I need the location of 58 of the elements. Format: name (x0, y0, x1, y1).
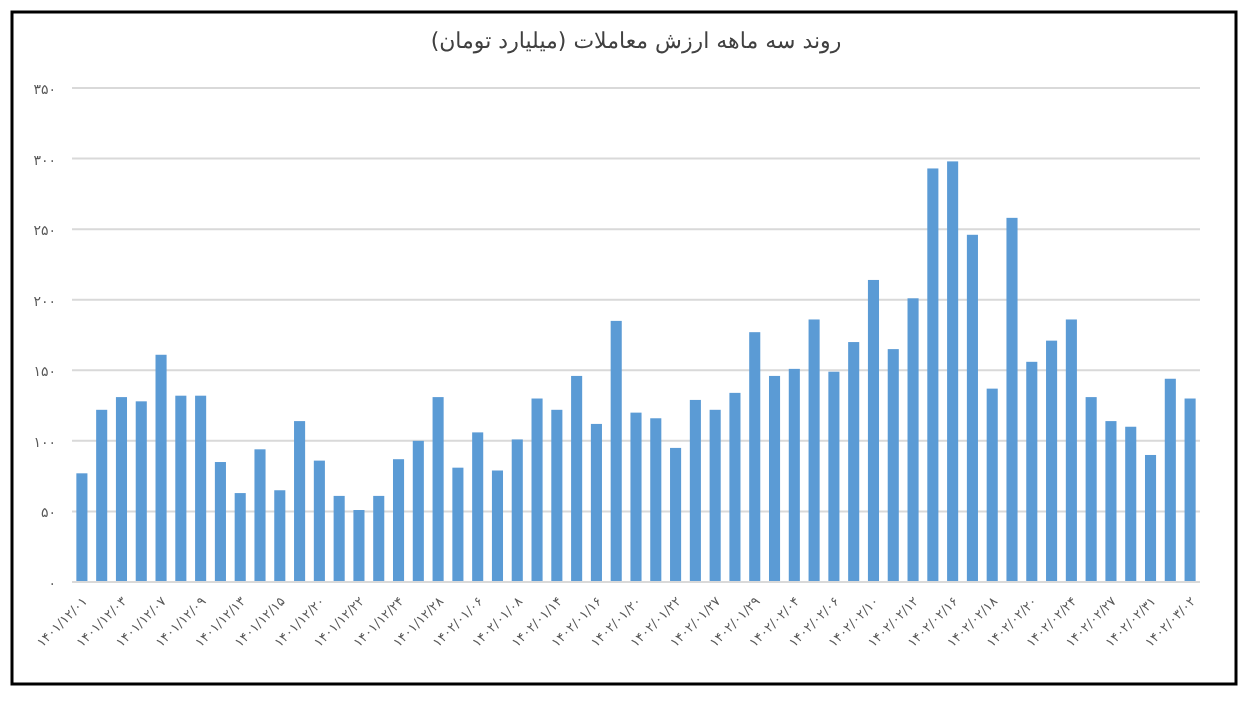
bar (333, 495, 345, 582)
bar (234, 493, 246, 582)
bar (313, 460, 325, 582)
bar (966, 234, 978, 582)
bar (808, 319, 820, 582)
chart-title: روند سه ماهه ارزش معاملات (میلیارد تومان) (430, 28, 842, 54)
bar (1125, 426, 1137, 582)
bar (135, 401, 147, 582)
bar (848, 342, 860, 582)
bar (392, 459, 405, 582)
bar (590, 423, 602, 582)
bar (749, 332, 761, 582)
bar (1065, 319, 1077, 582)
bar (709, 409, 721, 582)
bar (1144, 454, 1157, 582)
bar (729, 392, 741, 582)
bar (373, 495, 385, 582)
bar (412, 440, 424, 582)
bar (907, 298, 919, 582)
bar (788, 368, 800, 582)
bar (96, 409, 108, 582)
bar (768, 375, 781, 582)
bar (432, 397, 444, 582)
bar (155, 354, 167, 582)
bar (650, 418, 662, 582)
bar (630, 412, 642, 582)
bar (294, 421, 306, 582)
bar (1046, 340, 1058, 582)
bar (115, 397, 128, 582)
bar (867, 279, 880, 582)
bar (887, 349, 899, 582)
bar (571, 375, 583, 582)
bar (610, 320, 622, 582)
bar (1164, 378, 1176, 582)
bar (828, 371, 840, 582)
bar (195, 395, 207, 582)
bar (551, 409, 563, 582)
bar (1184, 398, 1196, 582)
bar (175, 395, 187, 582)
bar (927, 168, 939, 582)
bar (491, 470, 504, 582)
bar (947, 161, 959, 582)
bar (531, 398, 543, 582)
bar (254, 449, 266, 582)
bar (452, 467, 464, 582)
bar (274, 490, 286, 582)
bar (511, 439, 523, 582)
bar (214, 462, 226, 582)
bar (1105, 421, 1117, 582)
bar (986, 388, 998, 582)
bar (353, 510, 365, 582)
bar (689, 399, 701, 582)
bar (1026, 361, 1038, 582)
bar (1085, 397, 1097, 582)
bar (472, 432, 484, 582)
bar (670, 447, 682, 582)
bar (76, 473, 88, 582)
bar (1006, 217, 1018, 582)
